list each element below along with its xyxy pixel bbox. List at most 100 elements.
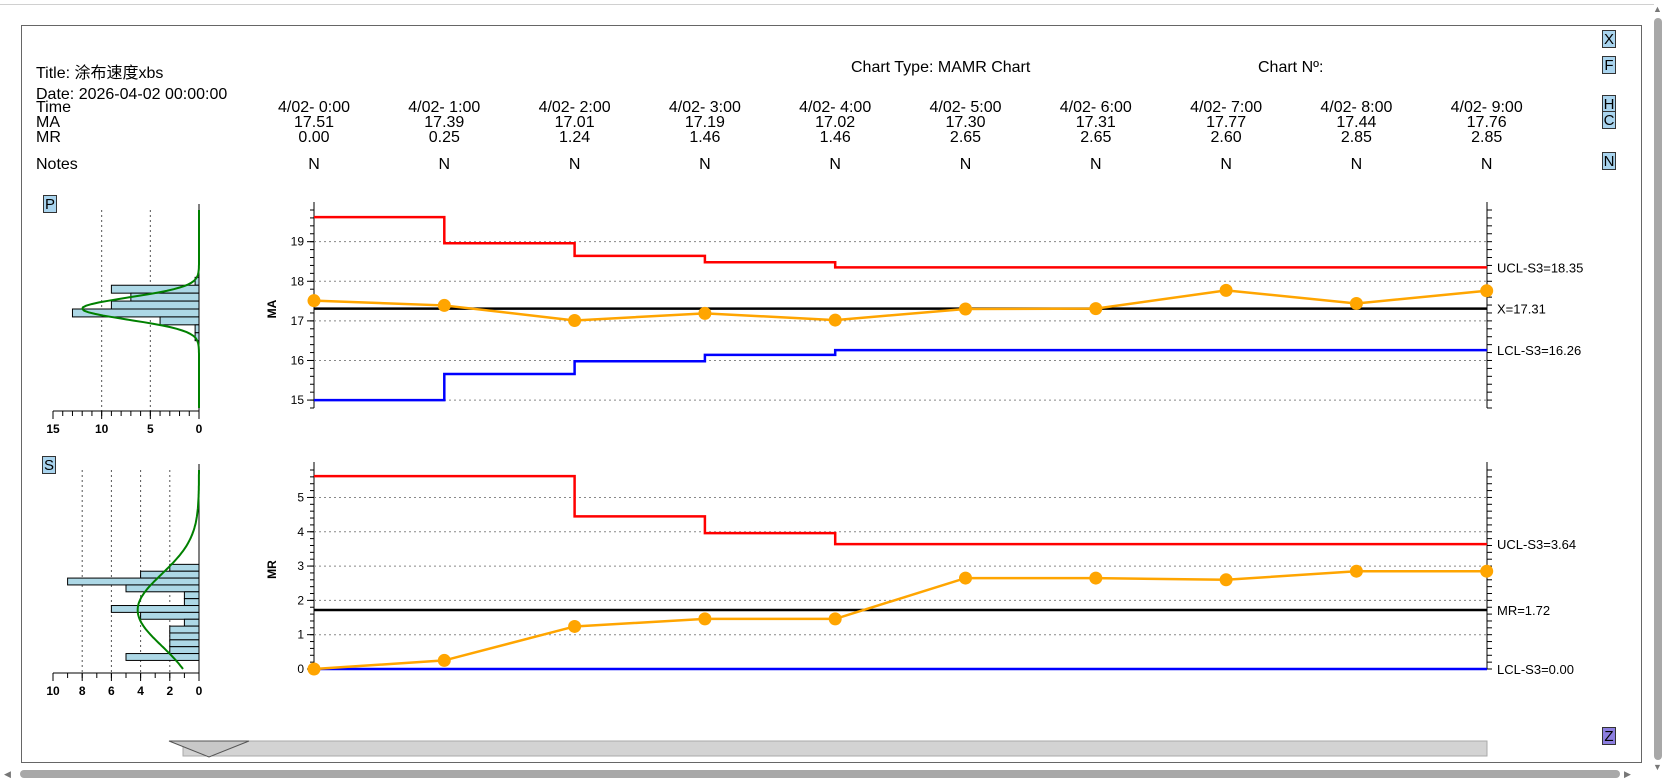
data-point xyxy=(1480,564,1494,578)
hist-bar xyxy=(130,292,200,302)
data-point xyxy=(959,571,972,585)
table-mr-cell: 1.24 xyxy=(559,129,591,146)
table-mr-cell: 2.65 xyxy=(949,129,982,146)
scroll-up-icon[interactable]: ▲ xyxy=(1653,4,1662,14)
table-ma-cell: 17.31 xyxy=(1075,114,1116,131)
data-point xyxy=(1349,296,1363,310)
data-point xyxy=(1480,284,1494,298)
row-label-ma: MA xyxy=(36,114,60,131)
mr-histogram: 10 8 6 4 2 0 xyxy=(46,464,203,698)
chart-type: Chart Type: MAMR Chart xyxy=(851,59,1031,76)
table-ma-cell: 17.77 xyxy=(1206,114,1247,131)
normal-curve xyxy=(136,470,200,670)
table-note-cell: N xyxy=(699,156,711,173)
center-label: MR=1.72 xyxy=(1497,603,1550,618)
horizontal-scroll-thumb[interactable] xyxy=(20,770,1620,778)
hist-bar xyxy=(140,570,200,579)
y-tick-label: 2 xyxy=(297,593,304,607)
chart-title: Title: 涂布速度xbs xyxy=(36,65,164,82)
y-tick-label: 19 xyxy=(291,235,305,249)
table-ma-cell: 17.51 xyxy=(293,114,335,131)
scroll-left-icon[interactable]: ◀ xyxy=(4,769,11,779)
table-note-cell: N xyxy=(1480,156,1493,173)
data-point xyxy=(1349,564,1363,578)
hist-x-tick-label: 4 xyxy=(137,684,144,698)
hist-bar xyxy=(183,618,200,627)
table-ma-cell: 17.30 xyxy=(945,114,986,131)
table-note-cell: N xyxy=(568,156,581,173)
hist-x-tick-label: 15 xyxy=(46,422,60,436)
table-time-cell: 4/02- 2:00 xyxy=(538,99,611,116)
row-label-notes: Notes xyxy=(36,156,78,173)
range-slider-handle[interactable] xyxy=(168,740,250,758)
hist-x-tick-label: 10 xyxy=(46,684,60,698)
data-point xyxy=(959,302,972,316)
data-point xyxy=(568,619,582,633)
table-note-cell: N xyxy=(1220,156,1232,173)
table-ma-cell: 17.76 xyxy=(1466,114,1507,131)
y-tick-label: 17 xyxy=(291,314,305,328)
y-tick-label: 4 xyxy=(297,525,304,539)
data-point xyxy=(828,313,842,327)
table-mr-cell: 1.46 xyxy=(819,129,851,146)
range-slider[interactable] xyxy=(168,740,1488,758)
data-point xyxy=(437,653,451,667)
c-button[interactable]: C xyxy=(1602,111,1616,129)
vertical-scrollbar[interactable]: ▲ ▼ xyxy=(1650,4,1664,774)
table-time-cell: 4/02- 3:00 xyxy=(668,99,741,116)
vertical-scroll-thumb[interactable] xyxy=(1654,18,1662,760)
data-point xyxy=(1089,571,1103,585)
data-point xyxy=(1219,283,1233,297)
close-button[interactable]: X xyxy=(1602,30,1616,48)
table-note-cell: N xyxy=(1090,156,1102,173)
lcl-line xyxy=(314,348,1487,402)
range-slider-track[interactable] xyxy=(182,740,1488,757)
hist-bar xyxy=(125,653,200,661)
zoom-button[interactable]: Z xyxy=(1602,727,1616,745)
table-mr-cell: 2.85 xyxy=(1471,129,1503,146)
table-time-cell: 4/02- 9:00 xyxy=(1450,99,1523,116)
table-note-cell: N xyxy=(438,156,451,173)
notes-button[interactable]: N xyxy=(1602,152,1616,170)
table-mr-cell: 2.65 xyxy=(1080,129,1112,146)
table-time-cell: 4/02- 5:00 xyxy=(929,99,1002,116)
hist-bar xyxy=(125,584,200,593)
scroll-right-icon[interactable]: ▶ xyxy=(1624,769,1631,779)
hist-bar xyxy=(110,300,200,310)
hist-bar xyxy=(140,611,200,620)
table-note-cell: N xyxy=(959,156,972,173)
table-mr-cell: 1.46 xyxy=(689,129,721,146)
mr-chart: 0 1 2 3 4 5 MR UCL-S3=3.64 MR=1.72 LCL-S3=0.00 xyxy=(265,462,1576,677)
hist-bar xyxy=(159,316,200,326)
table-note-cell: N xyxy=(308,156,320,173)
ucl-line xyxy=(314,215,1487,269)
hist-bar xyxy=(169,625,200,634)
scroll-down-icon[interactable]: ▼ xyxy=(1653,762,1662,772)
ma-histogram: 15 10 5 0 xyxy=(46,204,203,436)
table-time-cell: 4/02- 0:00 xyxy=(277,99,351,116)
lcl-label: LCL-S3=16.26 xyxy=(1497,343,1581,358)
p-button[interactable]: P xyxy=(43,195,57,213)
table-time-cell: 4/02- 7:00 xyxy=(1190,99,1263,116)
hist-bar xyxy=(71,308,200,318)
data-point xyxy=(307,294,321,308)
data-point xyxy=(437,298,451,312)
hist-x-tick-label: 2 xyxy=(166,684,173,698)
y-tick-label: 5 xyxy=(297,490,304,504)
chart-date: Date: 2026-04-02 00:00:00 xyxy=(36,86,228,103)
data-line xyxy=(313,289,1487,322)
data-point xyxy=(698,612,712,626)
table-note-cell: N xyxy=(829,156,841,173)
table-ma-cell: 17.44 xyxy=(1336,114,1377,131)
hist-x-tick-label: 8 xyxy=(79,684,86,698)
s-button[interactable]: S xyxy=(42,456,56,474)
horizontal-scrollbar[interactable]: ◀ ▶ xyxy=(0,768,1650,781)
y-tick-label: 15 xyxy=(291,393,305,407)
f-button[interactable]: F xyxy=(1602,56,1616,74)
ucl-label: UCL-S3=18.35 xyxy=(1497,260,1583,275)
row-label-mr: MR xyxy=(36,129,61,146)
table-ma-cell: 17.02 xyxy=(815,114,856,131)
y-axis-label: MA xyxy=(265,299,279,318)
chart-frame xyxy=(21,25,1642,763)
data-line xyxy=(313,569,1487,671)
